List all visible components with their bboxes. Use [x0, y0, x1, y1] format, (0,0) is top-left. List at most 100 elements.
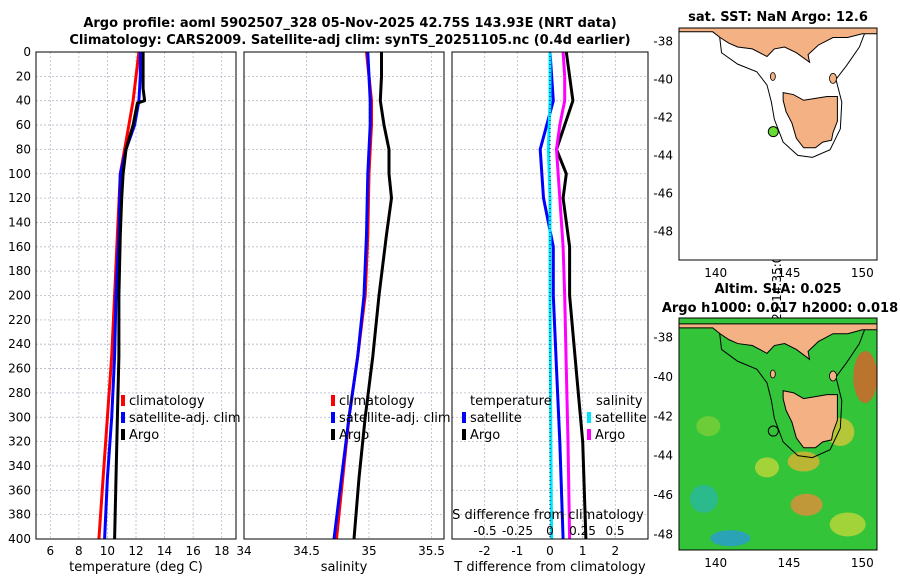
series-line-argo	[113, 52, 147, 540]
map-lat-tick-label: -38	[653, 331, 673, 345]
s-tick-label: 0	[546, 524, 554, 538]
y-tick-label: 40	[16, 94, 31, 108]
y-tick-label: 220	[8, 313, 31, 327]
y-tick-label: 300	[8, 410, 31, 424]
legend-header-salinity: salinity	[596, 394, 643, 409]
diff-legend-temperature-satellite-swatch	[462, 412, 466, 423]
y-tick-label: 0	[23, 45, 31, 59]
plot-title-line1: Argo profile: aoml 5902507_328 05-Nov-20…	[83, 16, 617, 31]
x-tick-label: 0	[546, 544, 554, 558]
map-lat-tick-label: -44	[653, 449, 673, 463]
y-tick-label: 380	[8, 508, 31, 522]
sla-anomaly-patch	[710, 530, 751, 547]
flinders-island	[829, 370, 837, 382]
x-tick-label: 10	[100, 544, 115, 558]
s-tick-label: -0.25	[502, 524, 533, 538]
diff-legend-temperature-satellite: satellite	[470, 411, 522, 426]
x-tick-label: 2	[612, 544, 620, 558]
map-lon-tick-label: 140	[704, 556, 727, 570]
y-tick-label: 340	[8, 459, 31, 473]
x-axis-label: temperature (deg C)	[69, 560, 203, 575]
sla-anomaly-patch	[829, 512, 866, 537]
sla-anomaly-patch	[755, 457, 779, 478]
map-lon-tick-label: 145	[778, 556, 801, 570]
sla-anomaly-patch	[689, 484, 718, 513]
y-tick-label: 80	[16, 142, 31, 156]
king-island	[769, 369, 776, 379]
y-tick-label: 20	[16, 69, 31, 83]
series-line-temperature-argo	[555, 51, 588, 540]
x-tick-label: 34.5	[293, 544, 320, 558]
sla-map-frame	[678, 317, 878, 551]
x-tick-label: 34	[236, 544, 251, 558]
y-tick-label: 160	[8, 240, 31, 254]
sla-anomaly-patch	[853, 350, 877, 403]
temperature-legend-item: climatology	[129, 394, 205, 409]
map-lat-tick-label: -40	[653, 72, 673, 86]
tasmania-island	[782, 92, 838, 149]
series-line-salinity-argo	[555, 51, 572, 540]
x-tick-label: 35	[361, 544, 376, 558]
y-tick-label: 260	[8, 362, 31, 376]
diff-legend-salinity-argo-swatch	[587, 429, 591, 440]
sst-map-frame	[678, 27, 878, 261]
plot-title-line2: Climatology: CARS2009. Satellite-adj cli…	[69, 33, 631, 48]
salinity-profile-panel	[243, 51, 445, 540]
temperature-profile-axes-box	[35, 51, 237, 540]
series-line-satellite-adj-clim	[332, 51, 372, 540]
series-line-argo	[352, 52, 393, 540]
argo-float-marker	[767, 126, 779, 138]
map-lat-tick-label: -40	[653, 370, 673, 384]
salinity-legend-item-swatch	[331, 395, 335, 406]
x-axis-label: T difference from climatology	[453, 560, 646, 575]
temperature-profile-panel	[35, 51, 237, 540]
salinity-legend-item: climatology	[339, 394, 415, 409]
map-lon-tick-label: 145	[778, 266, 801, 280]
y-tick-label: 240	[8, 337, 31, 351]
y-tick-label: 320	[8, 435, 31, 449]
shelf-contour	[718, 28, 868, 158]
s-tick-label: -0.5	[473, 524, 496, 538]
y-tick-label: 180	[8, 264, 31, 278]
sla-anomaly-patch	[787, 451, 820, 472]
mainland-australia	[679, 323, 877, 361]
x-tick-label: 12	[128, 544, 143, 558]
map-lat-tick-label: -48	[653, 527, 673, 541]
x-tick-label: 18	[214, 544, 229, 558]
salinity-legend-item: satellite-adj. clim	[339, 411, 451, 426]
sst-map	[678, 27, 878, 261]
y-tick-label: 360	[8, 483, 31, 497]
diff-legend-temperature-argo: Argo	[470, 428, 500, 443]
salinity-legend-item-swatch	[331, 412, 335, 423]
map-lon-tick-label: 150	[851, 266, 874, 280]
sla-map-title-line1: Altim. SLA: 0.025	[714, 282, 842, 297]
x-tick-label: 1	[579, 544, 587, 558]
temperature-legend-item: Argo	[129, 428, 159, 443]
sst-map-content	[679, 28, 877, 260]
shelf-contour	[718, 323, 868, 459]
x-tick-label: 35.5	[418, 544, 445, 558]
map-lon-tick-label: 150	[851, 556, 874, 570]
mainland-australia	[679, 28, 877, 64]
series-line-satellite-adj-clim	[103, 52, 142, 540]
y-tick-label: 200	[8, 289, 31, 303]
salinity-axis-label: S difference from climatology	[452, 508, 644, 523]
salinity-legend-item: Argo	[339, 428, 369, 443]
x-tick-label: -1	[511, 544, 523, 558]
x-tick-label: 16	[186, 544, 201, 558]
map-lat-tick-label: -42	[653, 409, 673, 423]
salinity-legend-item-swatch	[331, 429, 335, 440]
legend-header-temperature: temperature	[470, 394, 552, 409]
diff-legend-salinity-satellite: satellite	[595, 411, 647, 426]
map-lat-tick-label: -44	[653, 148, 673, 162]
map-lon-tick-label: 140	[704, 266, 727, 280]
salinity-profile-axes-box	[243, 51, 445, 540]
y-tick-label: 280	[8, 386, 31, 400]
temperature-legend-item: satellite-adj. clim	[129, 411, 241, 426]
tasmania-island	[782, 390, 838, 449]
x-tick-label: 6	[46, 544, 54, 558]
x-tick-label: -2	[479, 544, 491, 558]
y-tick-label: 120	[8, 191, 31, 205]
y-tick-label: 400	[8, 532, 31, 546]
